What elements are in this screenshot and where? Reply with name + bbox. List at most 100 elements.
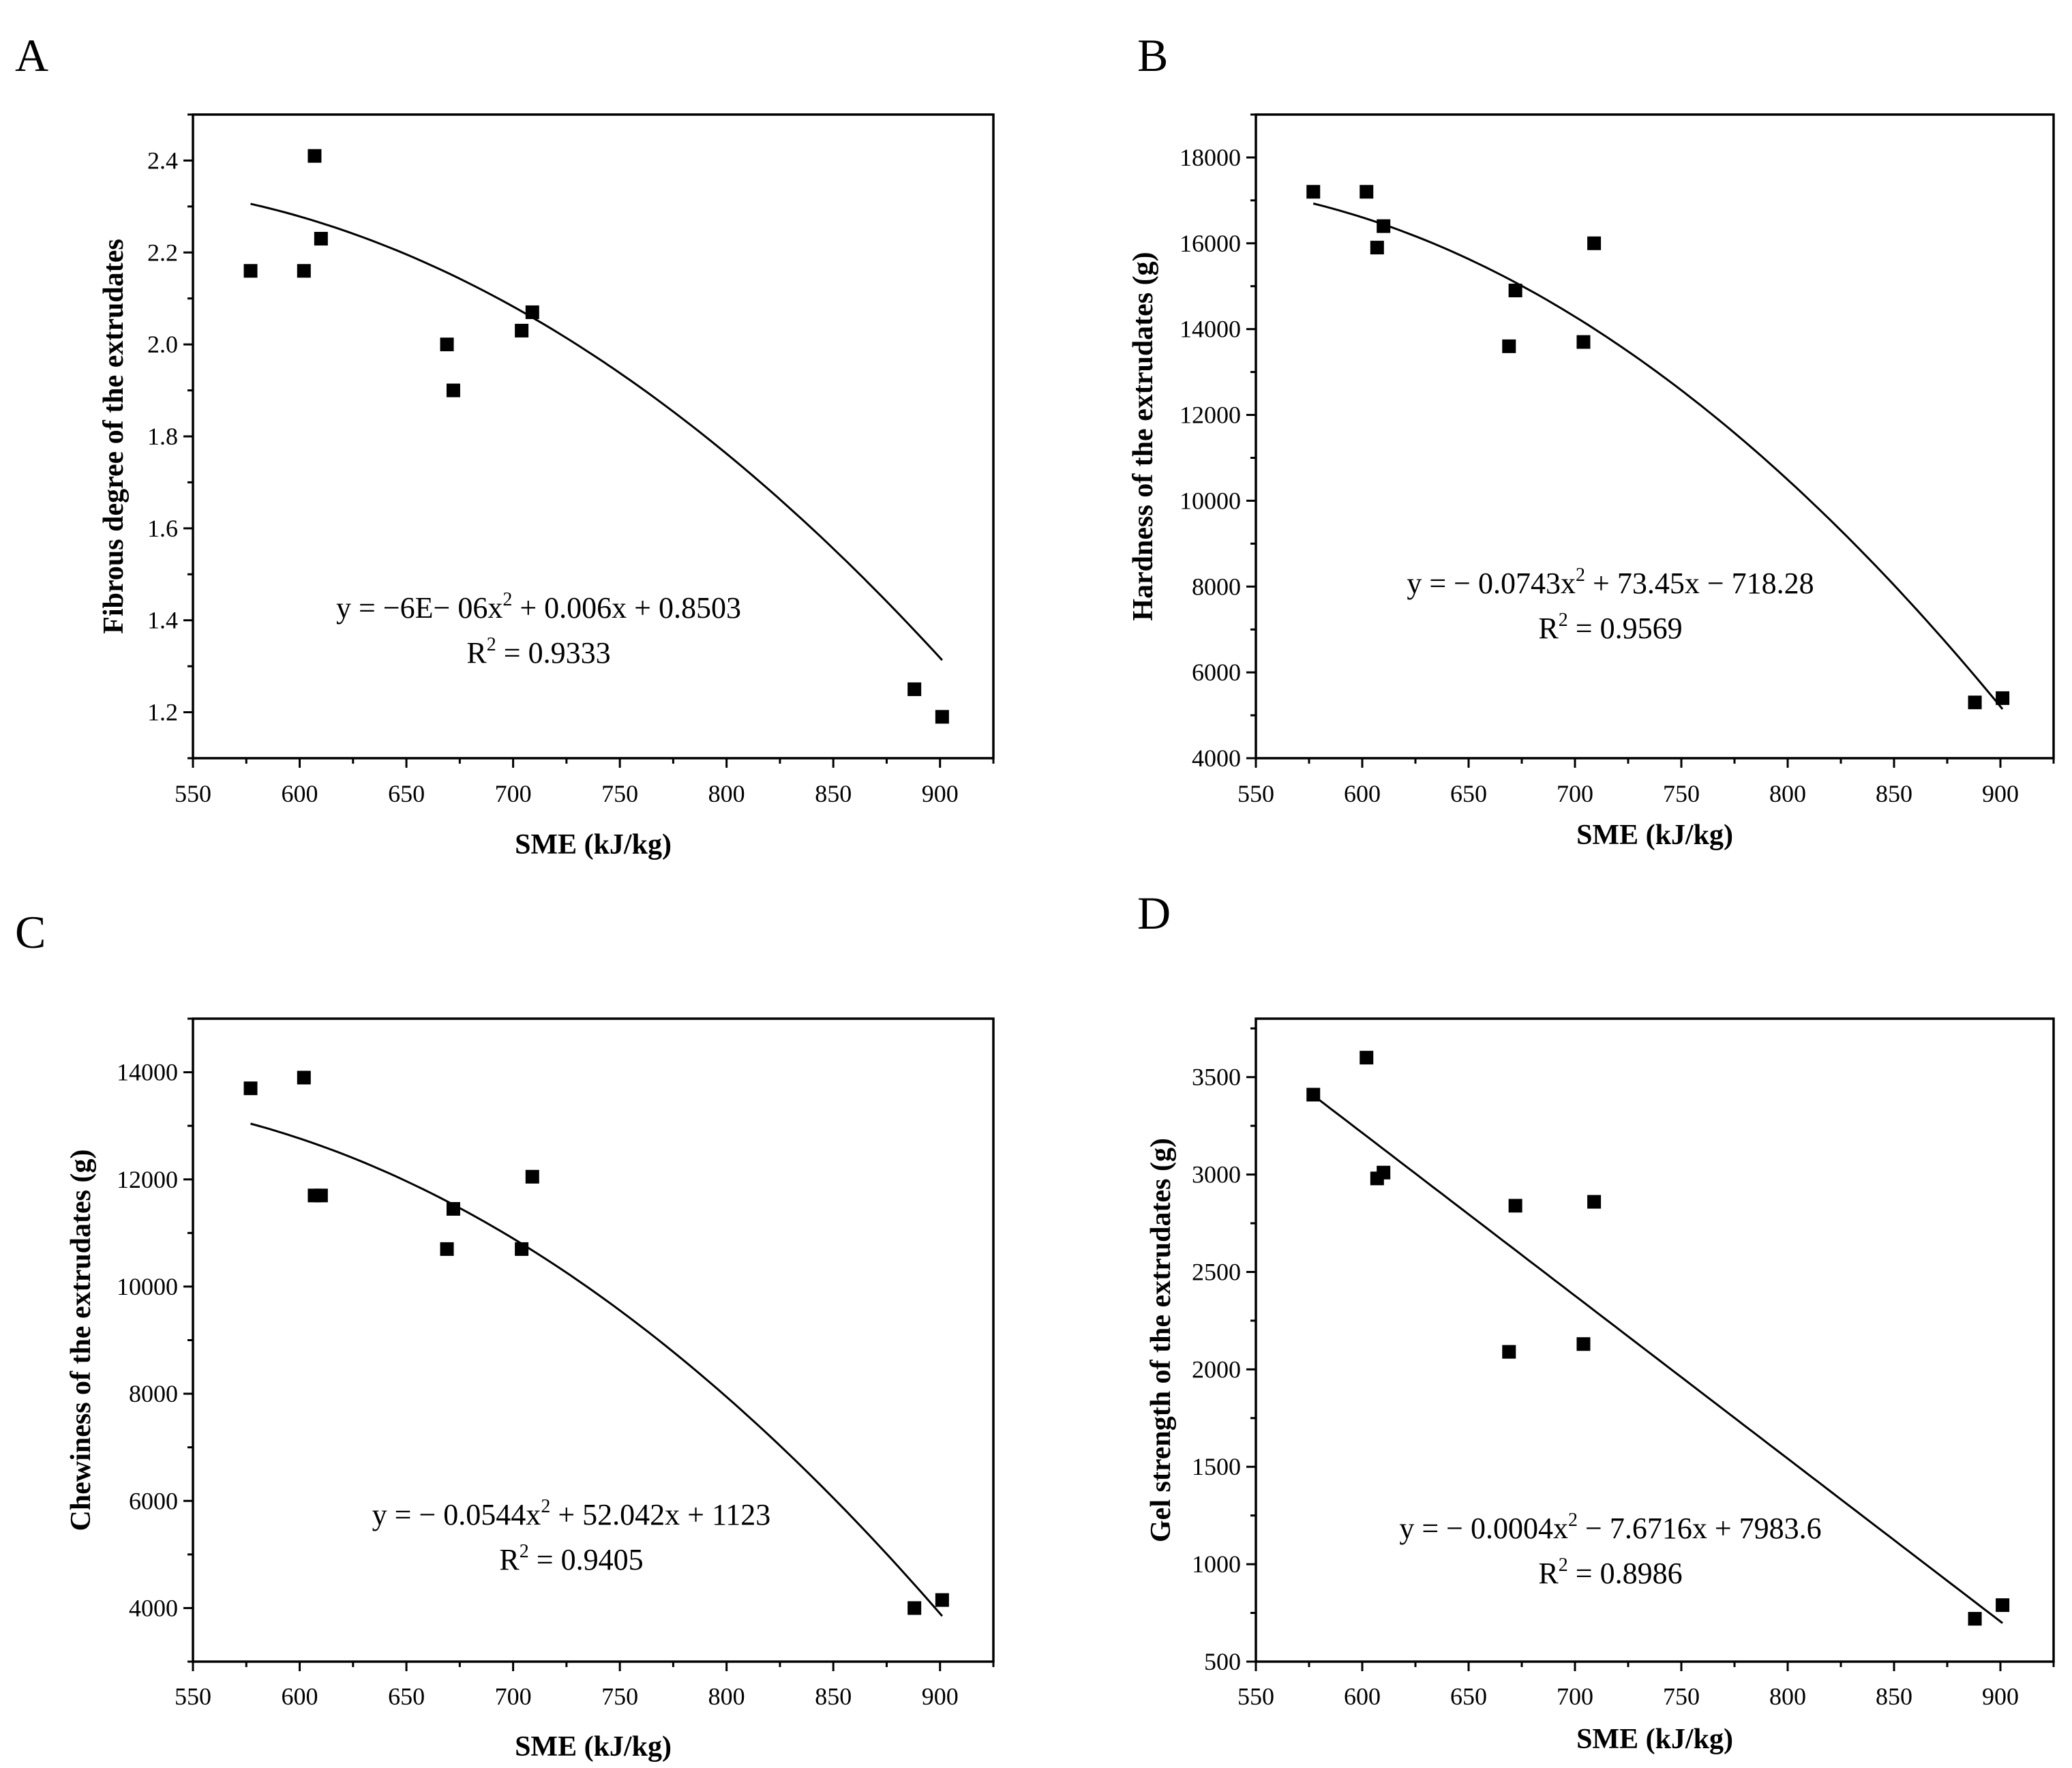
data-point [1587,1195,1602,1209]
x-tick-label: 700 [495,1683,532,1710]
y-tick-label: 500 [1204,1648,1241,1675]
r-squared-a: R2 = 0.9333 [466,634,610,670]
chart-panel-c: 550 600 650 700 750 800 850 900 4000 6000 8000 1000… [65,1017,995,1763]
y-tick-label: 18000 [1180,144,1241,171]
r-squared-value: = 0.9569 [1568,612,1683,645]
data-point [1587,236,1602,250]
data-point [515,323,529,338]
fit-equation-superscript: 2 [1568,1510,1578,1531]
x-axis-title: SME (kJ/kg) [515,829,672,860]
data-point [525,305,539,319]
fit-equation-suffix: + 52.042x + 1123 [550,1498,770,1531]
data-point [446,383,460,398]
x-tick-label: 750 [1663,780,1700,807]
y-tick-label: 1000 [1192,1550,1241,1578]
x-tick-label: 650 [388,1683,425,1710]
y-tick-label: 14000 [1180,316,1241,343]
y-tick-label: 1.6 [147,515,178,542]
fit-equation-prefix: y = −6E− 06x [336,591,502,625]
x-tick-label: 550 [1237,1683,1274,1710]
data-point [1370,241,1384,255]
x-tick-label: 650 [1450,1683,1487,1710]
data-point [1306,185,1321,199]
r-squared-value: = 0.8986 [1568,1557,1683,1590]
chart-panel-d: 550 600 650 700 750 800 850 900 500 1000 1500 2000 2… [1145,1017,2055,1755]
chart-panel-b: 550 600 650 700 750 800 850 900 4000 6000 8000 1000… [1128,113,2055,851]
fit-equation-prefix: y = − 0.0544x [372,1498,541,1531]
data-point [1576,335,1591,349]
y-tick-label: 1.2 [147,699,178,726]
data-point [314,232,328,246]
x-tick-label: 550 [175,780,211,807]
x-tick-label: 900 [922,1683,959,1710]
x-tick-label: 900 [922,780,959,807]
data-point [243,1081,258,1096]
r-squared-b: R2 = 0.9569 [1538,610,1682,645]
y-tick-label: 16000 [1180,230,1241,257]
plot-frame-d [1255,1017,2055,1663]
data-point [1508,284,1522,298]
data-point [1968,695,1982,710]
r-squared-c: R2 = 0.9405 [499,1541,643,1576]
fit-curve-d [1312,1094,2004,1624]
x-tick-label: 800 [1769,780,1806,807]
panel-letter-d: D [1137,887,1171,939]
data-point [446,1201,460,1216]
data-point [1576,1337,1591,1351]
x-tick-label: 750 [601,1683,638,1710]
fit-equation-suffix: + 73.45x − 718.28 [1585,567,1814,600]
data-point [1377,1165,1391,1180]
data-point [440,1242,454,1256]
r-squared-label: R [1538,1557,1559,1590]
data-point [440,338,454,352]
panel-letter-b: B [1137,29,1168,81]
x-tick-label: 800 [1769,1683,1806,1710]
y-tick-label: 1500 [1192,1453,1241,1480]
x-tick-label: 850 [815,1683,852,1710]
plot-frame-b [1255,113,2055,760]
data-point [1996,1598,2010,1613]
x-tick-label: 700 [1557,780,1593,807]
y-tick-label: 8000 [1192,573,1241,600]
y-tick-label: 6000 [129,1487,178,1514]
x-tick-label: 600 [282,1683,318,1710]
data-point [907,682,922,696]
data-point [1360,1051,1374,1065]
fit-curve-c [250,1122,944,1617]
y-tick-label: 2000 [1192,1355,1241,1383]
x-tick-label: 600 [1344,780,1381,807]
fit-equation-superscript: 2 [502,589,512,610]
y-tick-label: 2500 [1192,1258,1241,1285]
data-point [297,1070,311,1085]
x-tick-label: 600 [1344,1683,1381,1710]
data-point [1360,185,1374,199]
x-tick-label: 850 [1876,780,1912,807]
y-tick-label: 12000 [1180,402,1241,429]
panel-letter-a: A [15,29,48,81]
y-axis-title: Fibrous degree of the extrudates [98,239,130,633]
fit-equation-superscript: 2 [541,1496,550,1517]
data-point [307,149,322,163]
data-point [297,264,311,278]
data-point [1968,1612,1982,1626]
r-squared-superscript: 2 [520,1541,529,1562]
y-tick-label: 3000 [1192,1161,1241,1188]
y-tick-label: 2.0 [147,331,178,358]
data-point [314,1188,328,1203]
x-axis-title: SME (kJ/kg) [1576,820,1733,851]
data-point [1502,1345,1516,1359]
x-tick-label: 600 [282,780,318,807]
fit-equation-superscript: 2 [1576,565,1585,586]
chart-panel-a: 550 600 650 700 750 800 850 900 1.2 1.4 1.6 1.8 2.0 2… [98,113,995,860]
r-squared-label: R [1538,612,1559,645]
panel-letter-c: C [15,906,46,958]
r-squared-value: = 0.9405 [529,1543,644,1576]
r-squared-superscript: 2 [1559,610,1568,631]
data-point [907,1601,922,1615]
data-point [1377,219,1391,233]
r-squared-d: R2 = 0.8986 [1538,1555,1682,1590]
fit-equation-d: y = − 0.0004x2 − 7.6716x + 7983.6 [1399,1510,1821,1545]
r-squared-label: R [466,636,487,670]
x-tick-label: 650 [1450,780,1487,807]
